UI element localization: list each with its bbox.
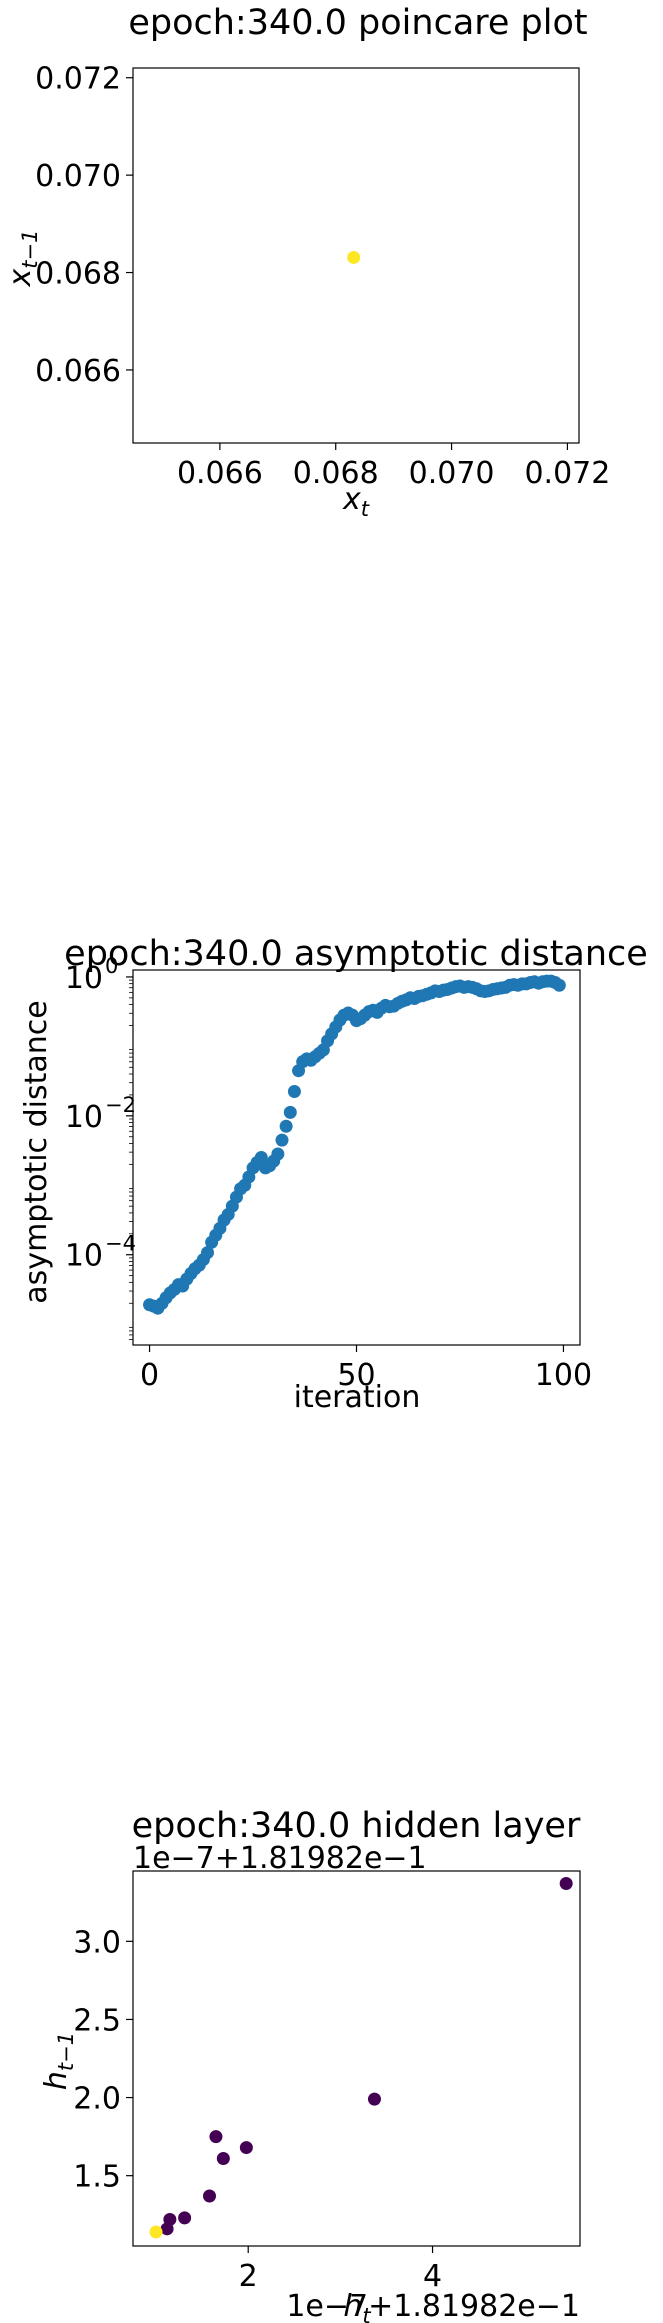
chart-title: epoch:340.0 hidden layer	[132, 1806, 581, 1846]
x-tick-label: 50	[337, 1358, 375, 1393]
x-tick-label: 0.068	[293, 456, 379, 491]
data-point	[283, 1105, 297, 1119]
x-tick-label: 100	[535, 1358, 592, 1393]
data-point	[287, 1085, 301, 1099]
y-tick-exponent: −4	[105, 1232, 136, 1256]
data-point	[201, 1246, 214, 1260]
data-point	[559, 1877, 573, 1890]
chart-title: epoch:340.0 asymptotic distance	[64, 934, 648, 974]
plot-frame	[132, 1870, 581, 2247]
data-point	[160, 2222, 174, 2236]
y-tick-label: 10	[65, 1239, 103, 1274]
data-points	[149, 1877, 573, 2239]
data-point	[254, 1151, 268, 1164]
x-axis-label: ht	[343, 2289, 371, 2323]
x-tick-label: 0	[140, 1358, 159, 1393]
x-tick-label: 0.072	[524, 456, 610, 491]
x-axis: 0 50 100	[140, 1345, 592, 1393]
data-point	[552, 978, 566, 992]
y-axis: 0.066 0.068 0.070 0.072	[35, 62, 133, 389]
data-point	[271, 1147, 285, 1161]
y-tick-label: 10	[65, 961, 103, 996]
y-tick-label: 10	[65, 1100, 103, 1135]
y-tick-label: 3.0	[73, 1925, 121, 1960]
y-offset-text: 1e−7+1.81982e−1	[133, 1841, 427, 1876]
x-axis: 0.066 0.068 0.070 0.072	[177, 443, 610, 491]
x-tick-label: 0.070	[409, 456, 495, 491]
poincare-chart: epoch:340.0 poincare plot 0.066 0.068 0.07…	[3, 3, 610, 521]
asymptotic-distance-chart: epoch:340.0 asymptotic distance 0 50 100 1…	[19, 934, 648, 1415]
data-point	[367, 2092, 381, 2106]
y-tick-label: 2.0	[73, 2082, 121, 2117]
x-tick-label: 0.066	[177, 456, 263, 491]
y-axis: 1.5 2.0 2.5 3.0	[73, 1925, 133, 2195]
y-axis-label: xt−1	[3, 230, 42, 288]
x-axis-label: xt	[342, 482, 370, 521]
data-points	[143, 974, 566, 1315]
data-point	[202, 2189, 216, 2203]
hidden-layer-chart: epoch:340.0 hidden layer 1e−7+1.81982e−1…	[39, 1806, 581, 2323]
data-point	[216, 2152, 230, 2165]
y-tick-label: 2.5	[73, 2003, 121, 2038]
chart-title: epoch:340.0 poincare plot	[128, 3, 587, 43]
y-tick-exponent: −2	[105, 1093, 136, 1117]
y-tick-label: 0.072	[35, 62, 121, 97]
y-tick-label: 0.066	[35, 354, 121, 389]
x-tick-label: 4	[423, 2259, 442, 2294]
data-point	[275, 1133, 289, 1147]
y-tick-label: 1.5	[73, 2160, 121, 2195]
data-point	[209, 2130, 223, 2144]
data-point	[149, 2225, 163, 2239]
y-axis-label: ht−1	[39, 2032, 78, 2090]
y-tick-label: 0.068	[35, 257, 121, 292]
plot-frame	[132, 67, 580, 444]
x-axis-label: iteration	[294, 1380, 421, 1415]
data-points	[347, 250, 361, 264]
x-tick-label: 2	[239, 2259, 258, 2294]
y-axis-label: asymptotic distance	[19, 1000, 54, 1303]
data-point	[239, 2141, 253, 2155]
x-offset-text: 1e−7+1.81982e−1	[286, 2289, 580, 2323]
y-tick-exponent: 0	[105, 954, 118, 978]
data-point	[178, 2211, 192, 2225]
data-point	[279, 1119, 293, 1133]
y-tick-label: 0.070	[35, 159, 121, 194]
data-point	[347, 250, 361, 264]
